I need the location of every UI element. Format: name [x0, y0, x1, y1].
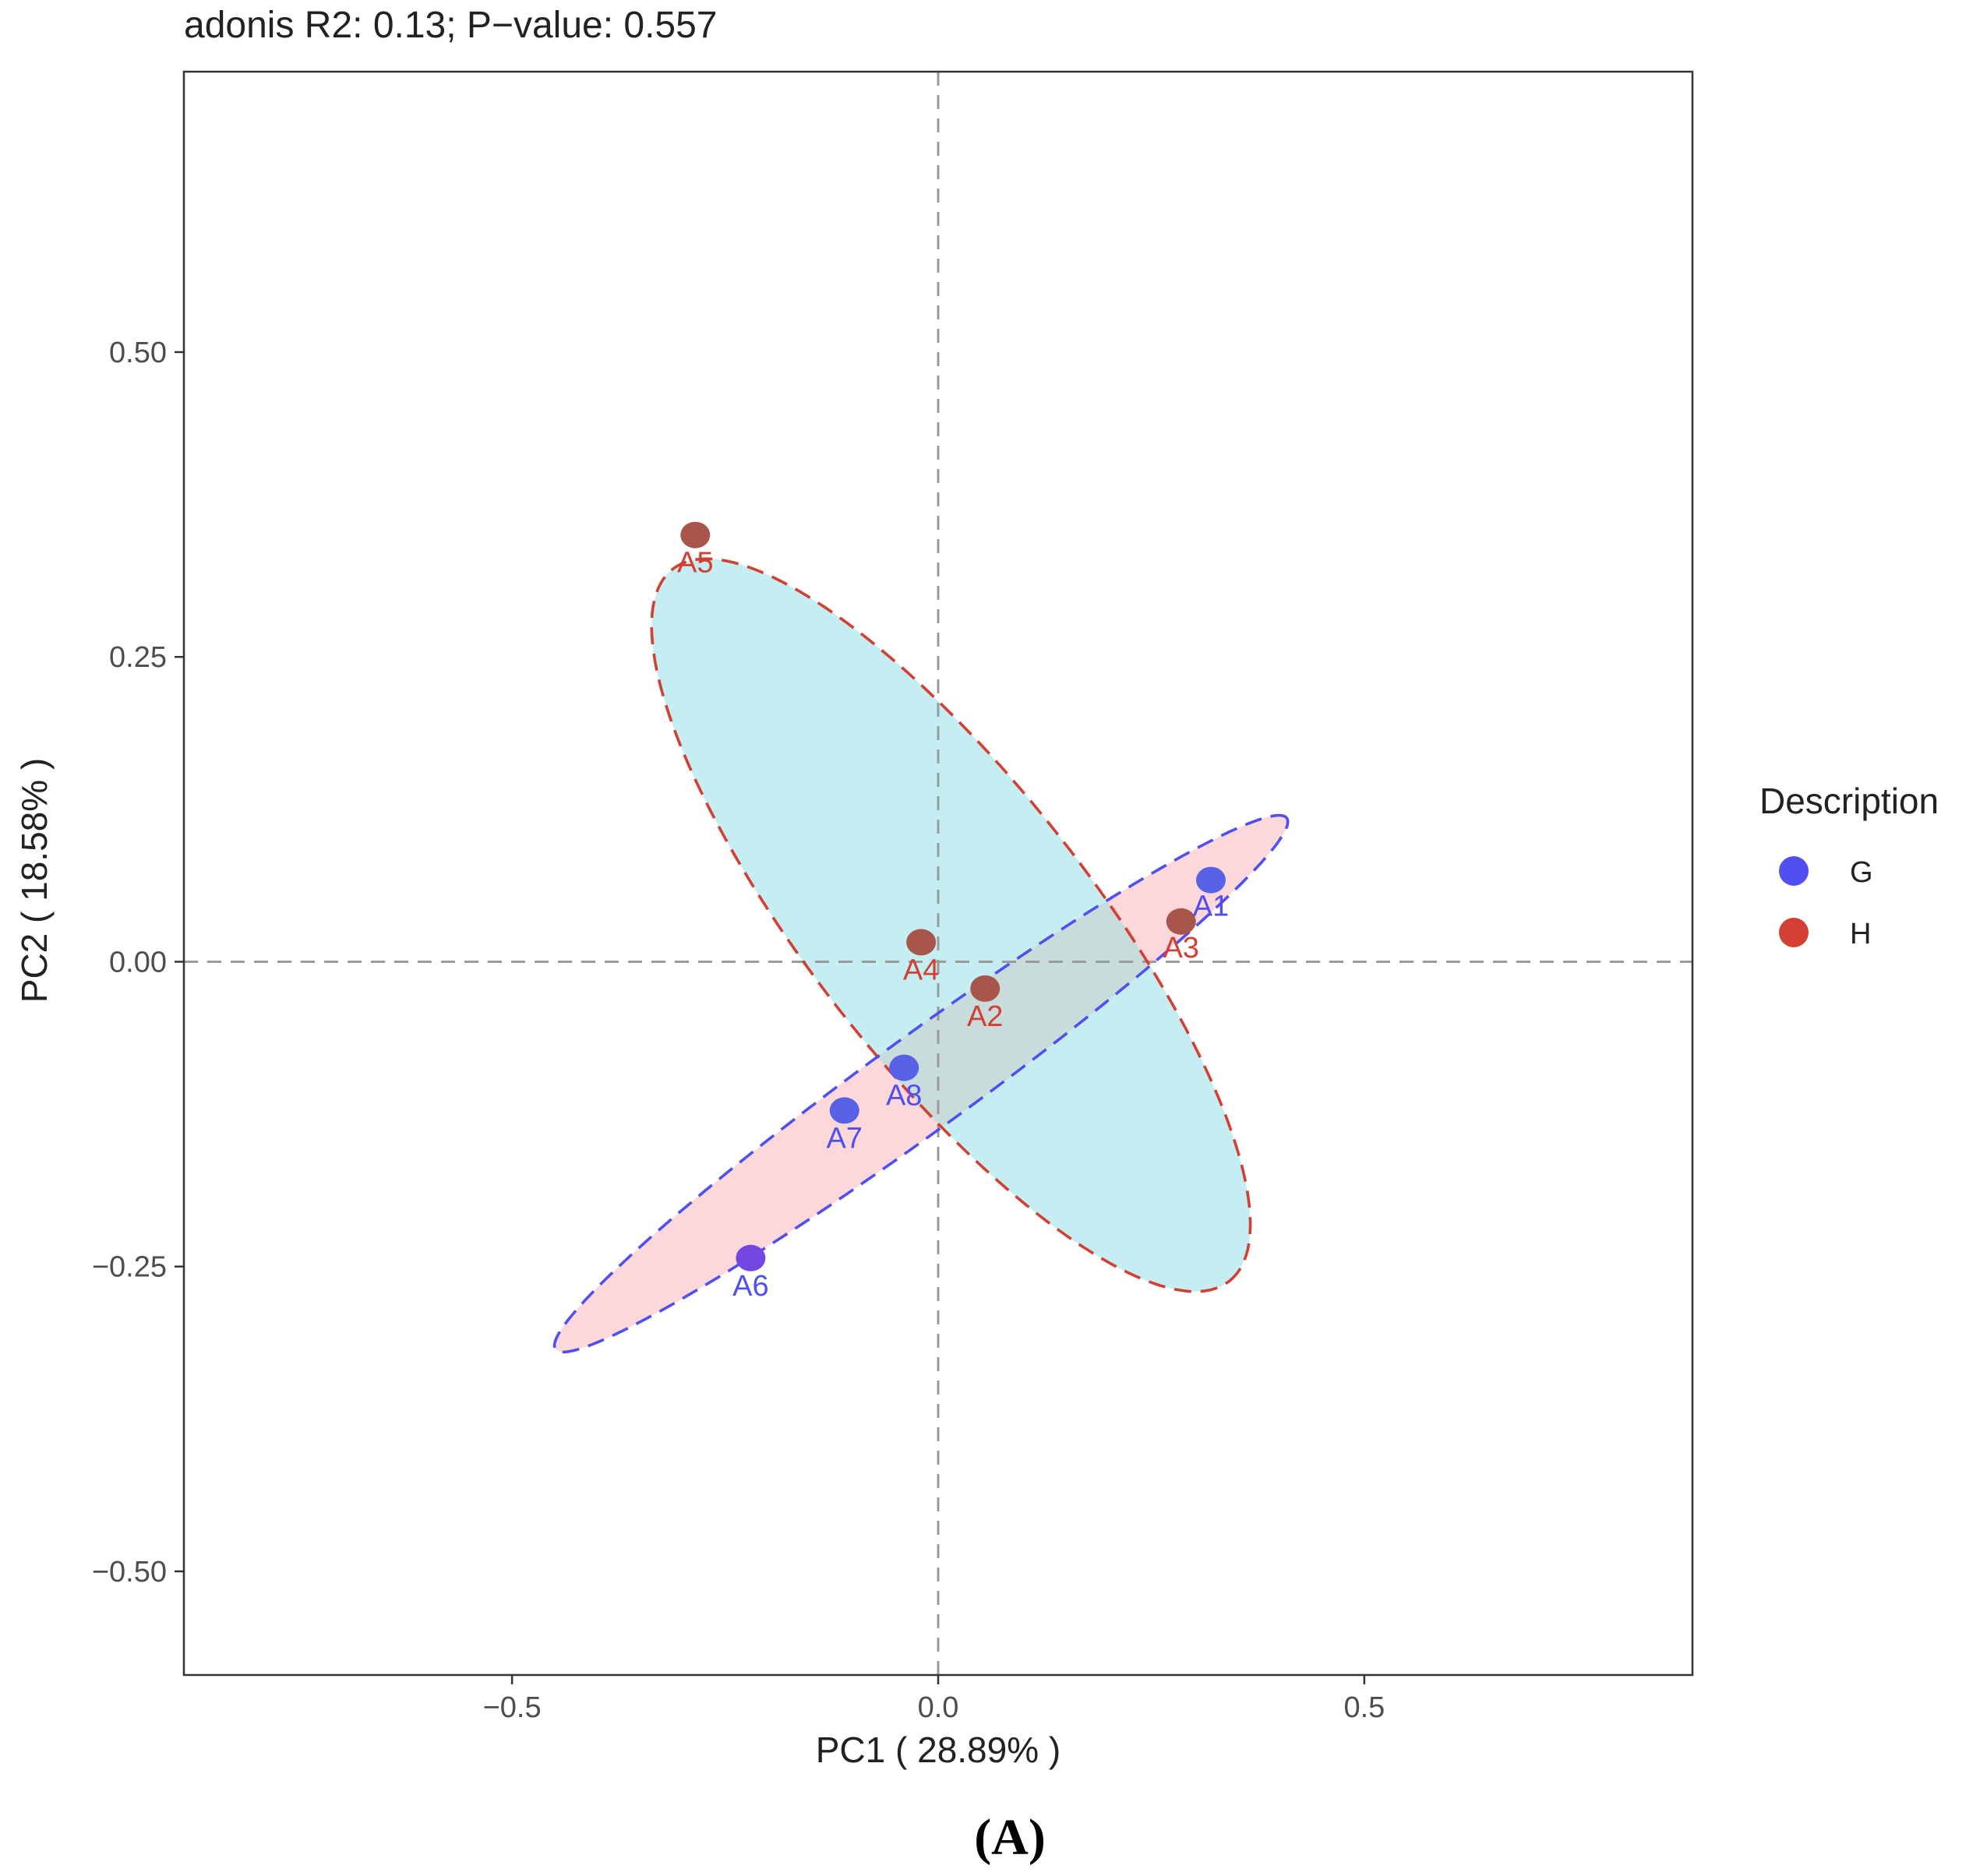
point-a7 — [829, 1097, 859, 1124]
point-a8 — [889, 1054, 919, 1081]
point-a2 — [970, 975, 1001, 1002]
point-label-a6: A6 — [732, 1270, 768, 1303]
data-points — [680, 521, 1226, 1271]
x-tick-label: 0.0 — [918, 1691, 959, 1724]
point-a4 — [906, 929, 937, 956]
x-tick-label: 0.5 — [1343, 1691, 1385, 1724]
ellipse-outline-g — [552, 813, 1290, 1354]
point-label-a3: A3 — [1163, 932, 1198, 964]
point-label-a8: A8 — [886, 1080, 922, 1113]
ellipse-fill-h — [651, 559, 1251, 1292]
y-tick-label: −0.25 — [92, 1251, 167, 1284]
y-tick-label: 0.25 — [109, 641, 167, 674]
y-tick-label: −0.50 — [92, 1556, 167, 1589]
x-axis: −0.5 0.0 0.5 — [483, 1675, 1385, 1724]
point-label-a7: A7 — [826, 1122, 862, 1155]
x-axis-title: PC1 ( 28.89% ) — [816, 1730, 1061, 1770]
point-labels: A1 A6 A7 A8 A2 A3 A4 A5 — [677, 547, 1229, 1303]
reference-lines — [184, 72, 1692, 1675]
point-label-a4: A4 — [903, 954, 939, 986]
legend-label-h: H — [1850, 918, 1871, 950]
plot-area: A1 A6 A7 A8 A2 A3 A4 A5 — [184, 72, 1692, 1675]
ellipse-outlines — [552, 557, 1290, 1354]
point-a6 — [736, 1244, 766, 1271]
x-tick-label: −0.5 — [483, 1691, 542, 1724]
point-label-a1: A1 — [1193, 890, 1229, 923]
y-axis: 0.50 0.25 0.00 −0.25 −0.50 — [92, 337, 184, 1589]
legend-label-g: G — [1850, 856, 1873, 889]
legend-title: Description — [1759, 781, 1939, 821]
point-a3 — [1166, 908, 1196, 935]
panel-label: (A) — [974, 1809, 1046, 1866]
point-label-a2: A2 — [967, 1000, 1003, 1033]
point-label-a5: A5 — [677, 547, 713, 580]
point-a1 — [1196, 866, 1226, 894]
y-axis-title: PC2 ( 18.58% ) — [14, 758, 55, 1003]
legend: Description GH — [1759, 781, 1939, 950]
ellipse-outline-h — [650, 557, 1252, 1293]
legend-key-h — [1779, 918, 1809, 947]
point-a5 — [680, 521, 711, 548]
y-tick-label: 0.50 — [109, 337, 167, 369]
legend-key-g — [1779, 856, 1809, 886]
chart-title: adonis R2: 0.13; P−value: 0.557 — [184, 5, 718, 46]
y-tick-label: 0.00 — [109, 946, 167, 979]
